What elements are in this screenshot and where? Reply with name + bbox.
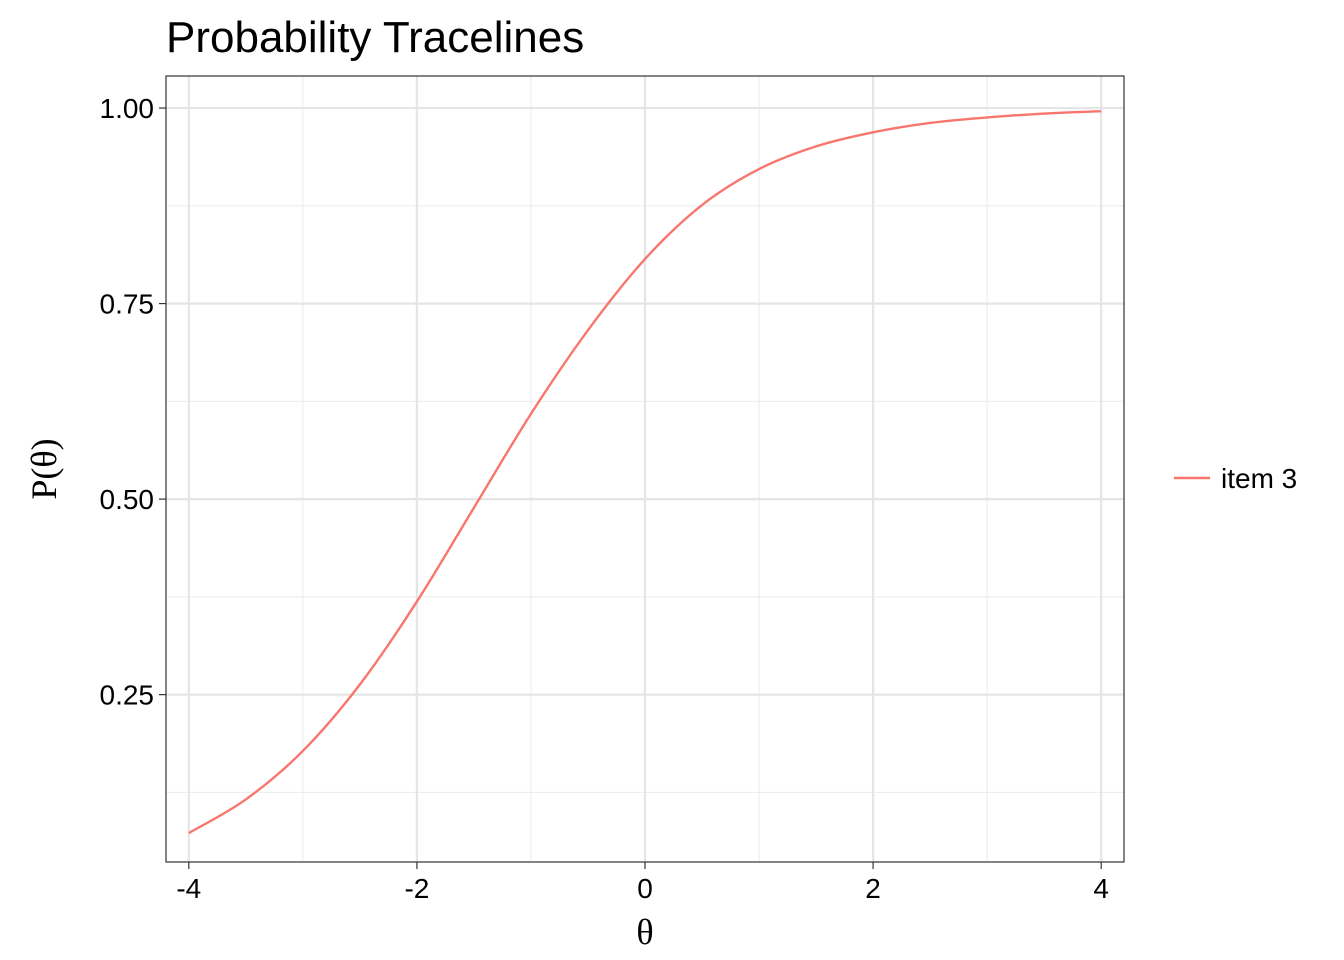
y-tick-label: 1.00 (100, 93, 155, 124)
chart-title: Probability Tracelines (166, 13, 584, 62)
x-tick-label: 0 (637, 873, 653, 904)
legend-label: item 3 (1221, 463, 1297, 494)
y-tick-label: 0.25 (100, 680, 155, 711)
x-tick-label: -2 (404, 873, 429, 904)
series-layer (188, 109, 1102, 835)
series-line-item-3 (188, 109, 1102, 835)
x-tick-label: 2 (865, 873, 881, 904)
legend: item 3 (1174, 463, 1297, 494)
y-axis: 0.25 0.50 0.75 1.00 (100, 93, 166, 711)
x-axis-title: θ (636, 912, 653, 952)
y-axis-title: P(θ) (24, 438, 64, 499)
x-tick-label: -4 (176, 873, 201, 904)
x-axis: -4 -2 0 2 4 (176, 862, 1109, 904)
y-tick-label: 0.50 (100, 484, 155, 515)
x-tick-label: 4 (1093, 873, 1109, 904)
y-tick-label: 0.75 (100, 289, 155, 320)
major-gridlines (166, 76, 1124, 862)
